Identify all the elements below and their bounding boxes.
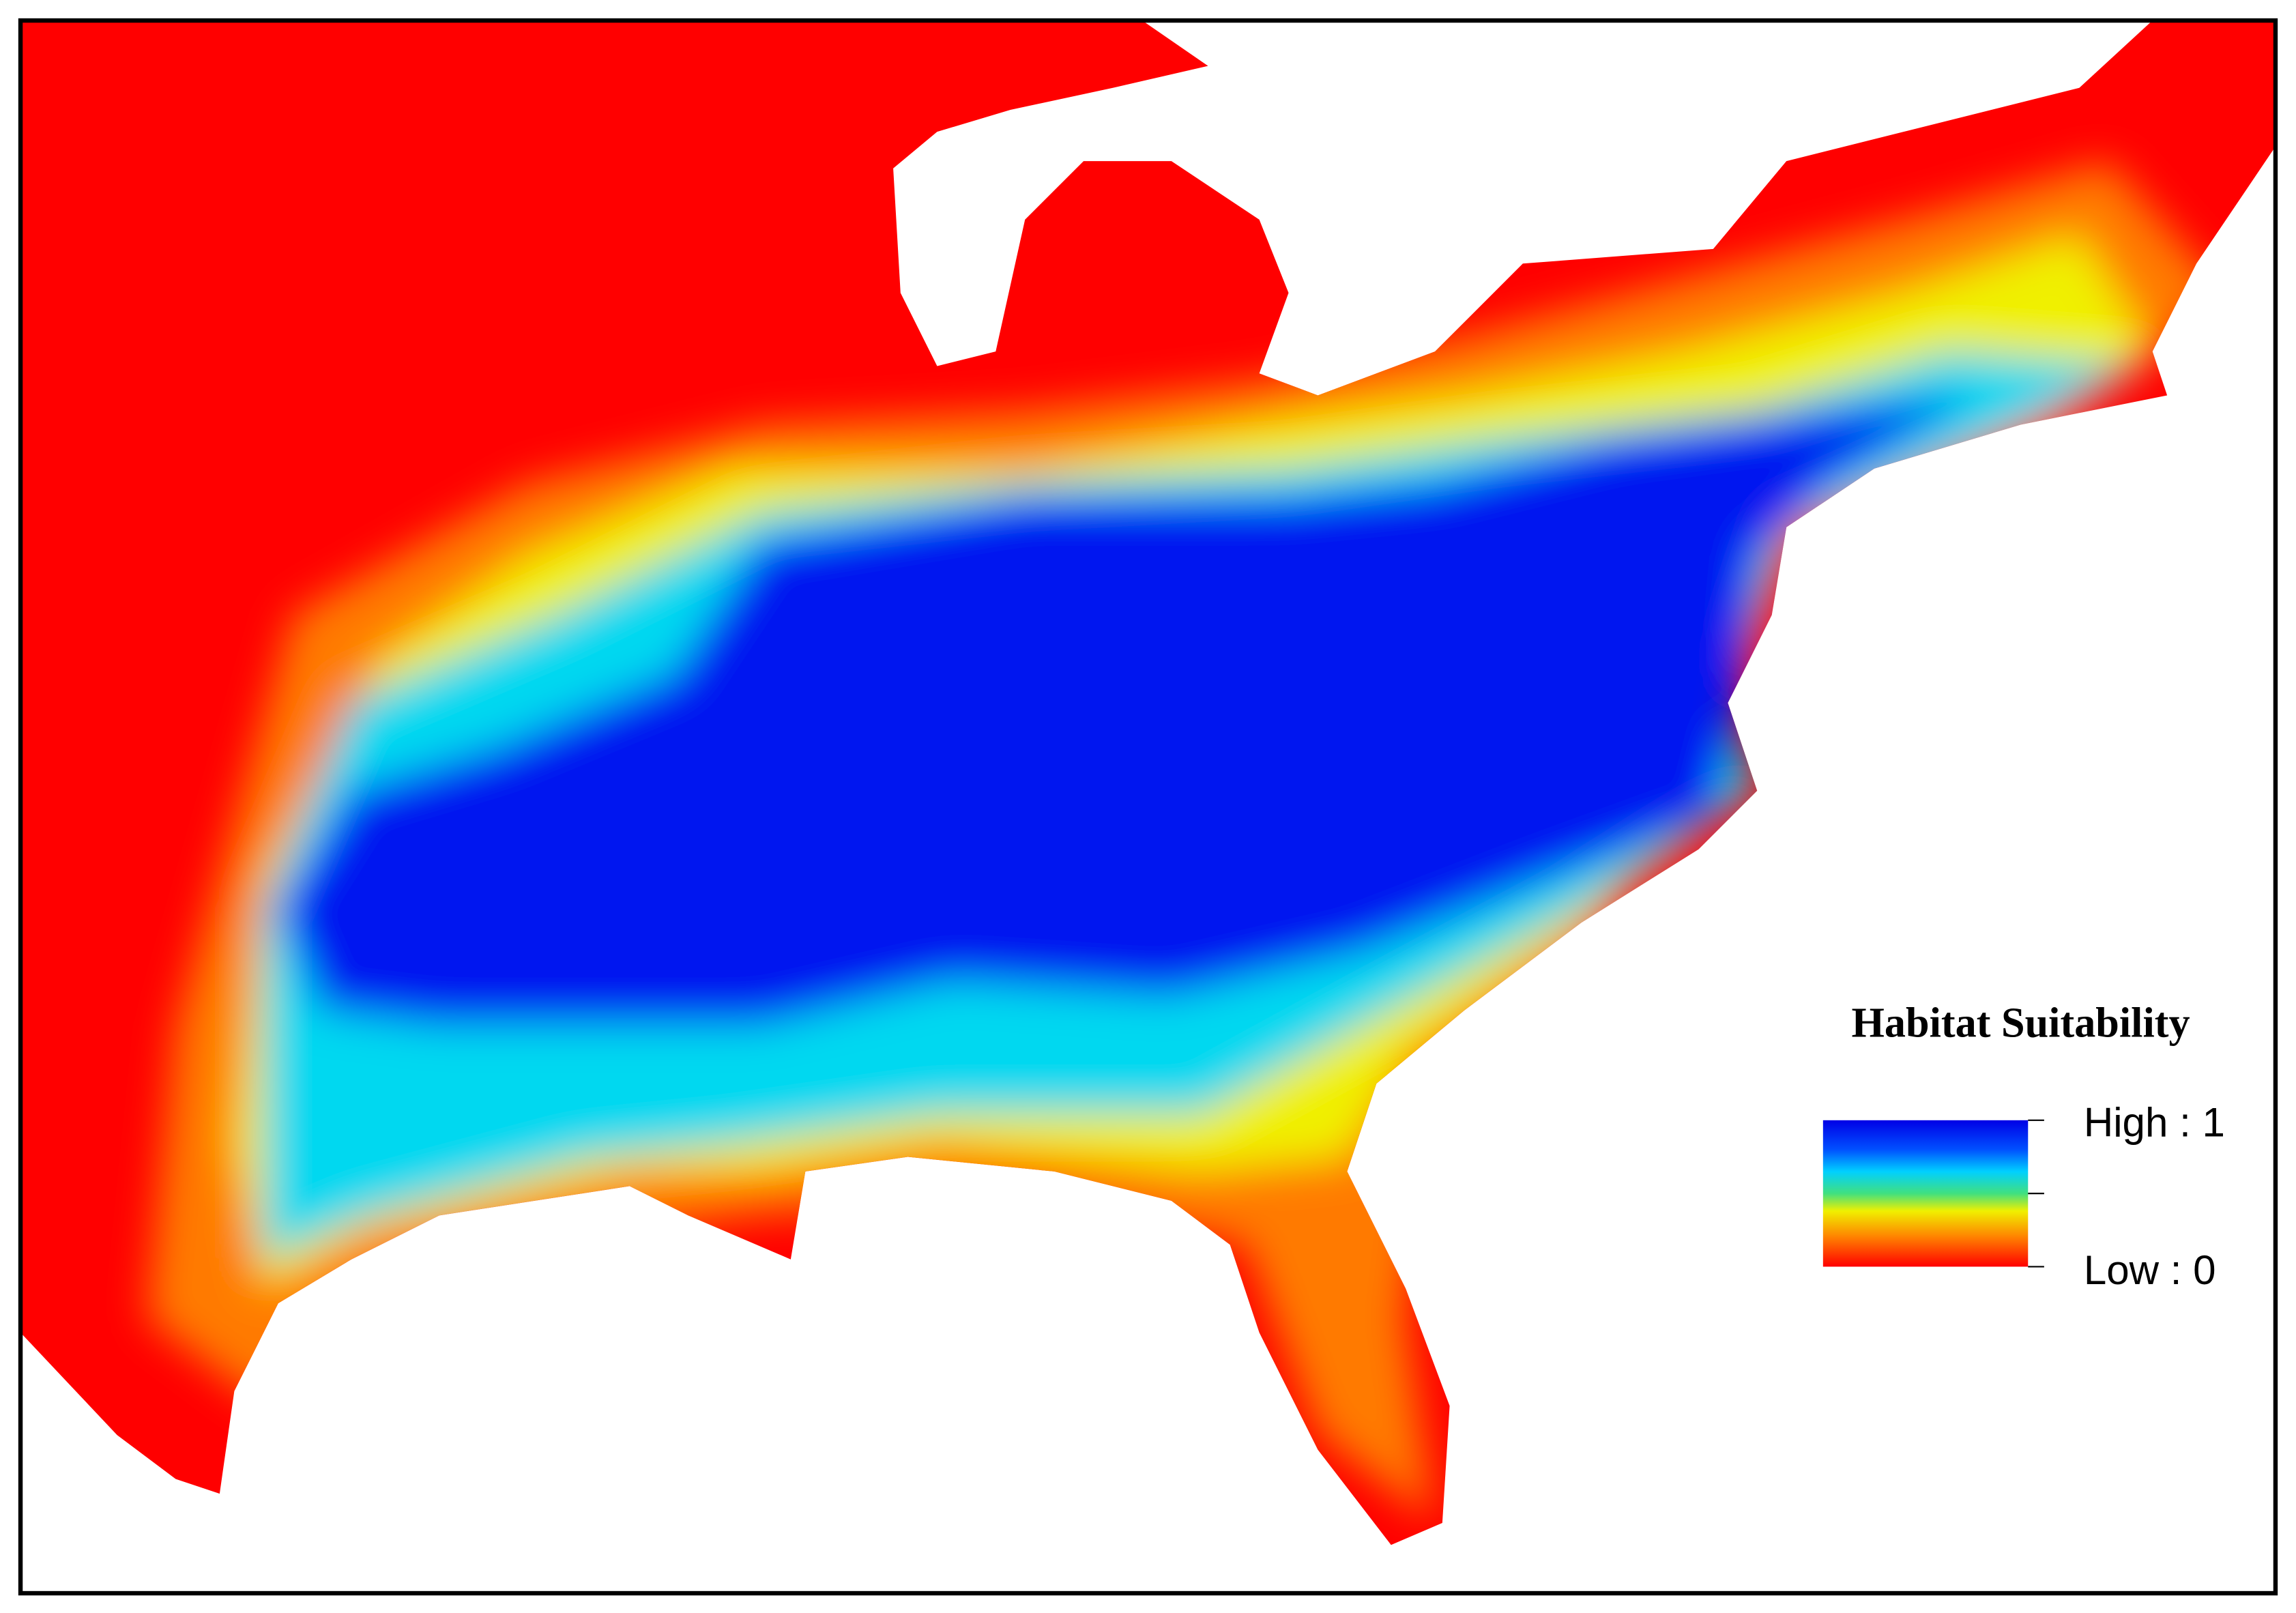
frame xyxy=(18,18,2278,1596)
legend-title: Habitat Suitability xyxy=(1851,1000,2190,1046)
legend-high-label: High : 1 xyxy=(2084,1099,2225,1145)
legend-low-label: Low : 0 xyxy=(2084,1247,2216,1293)
legend-ramp xyxy=(1822,1120,2029,1267)
legend: Habitat Suitability High : 1 Low : 0 xyxy=(1822,1000,2225,1293)
